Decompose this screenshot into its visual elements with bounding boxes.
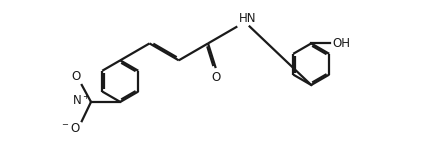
Text: O: O (72, 70, 81, 83)
Text: $^-$O: $^-$O (60, 122, 81, 135)
Text: HN: HN (239, 12, 256, 25)
Text: OH: OH (332, 37, 350, 50)
Text: O: O (211, 71, 220, 84)
Text: N$^+$: N$^+$ (72, 93, 90, 109)
